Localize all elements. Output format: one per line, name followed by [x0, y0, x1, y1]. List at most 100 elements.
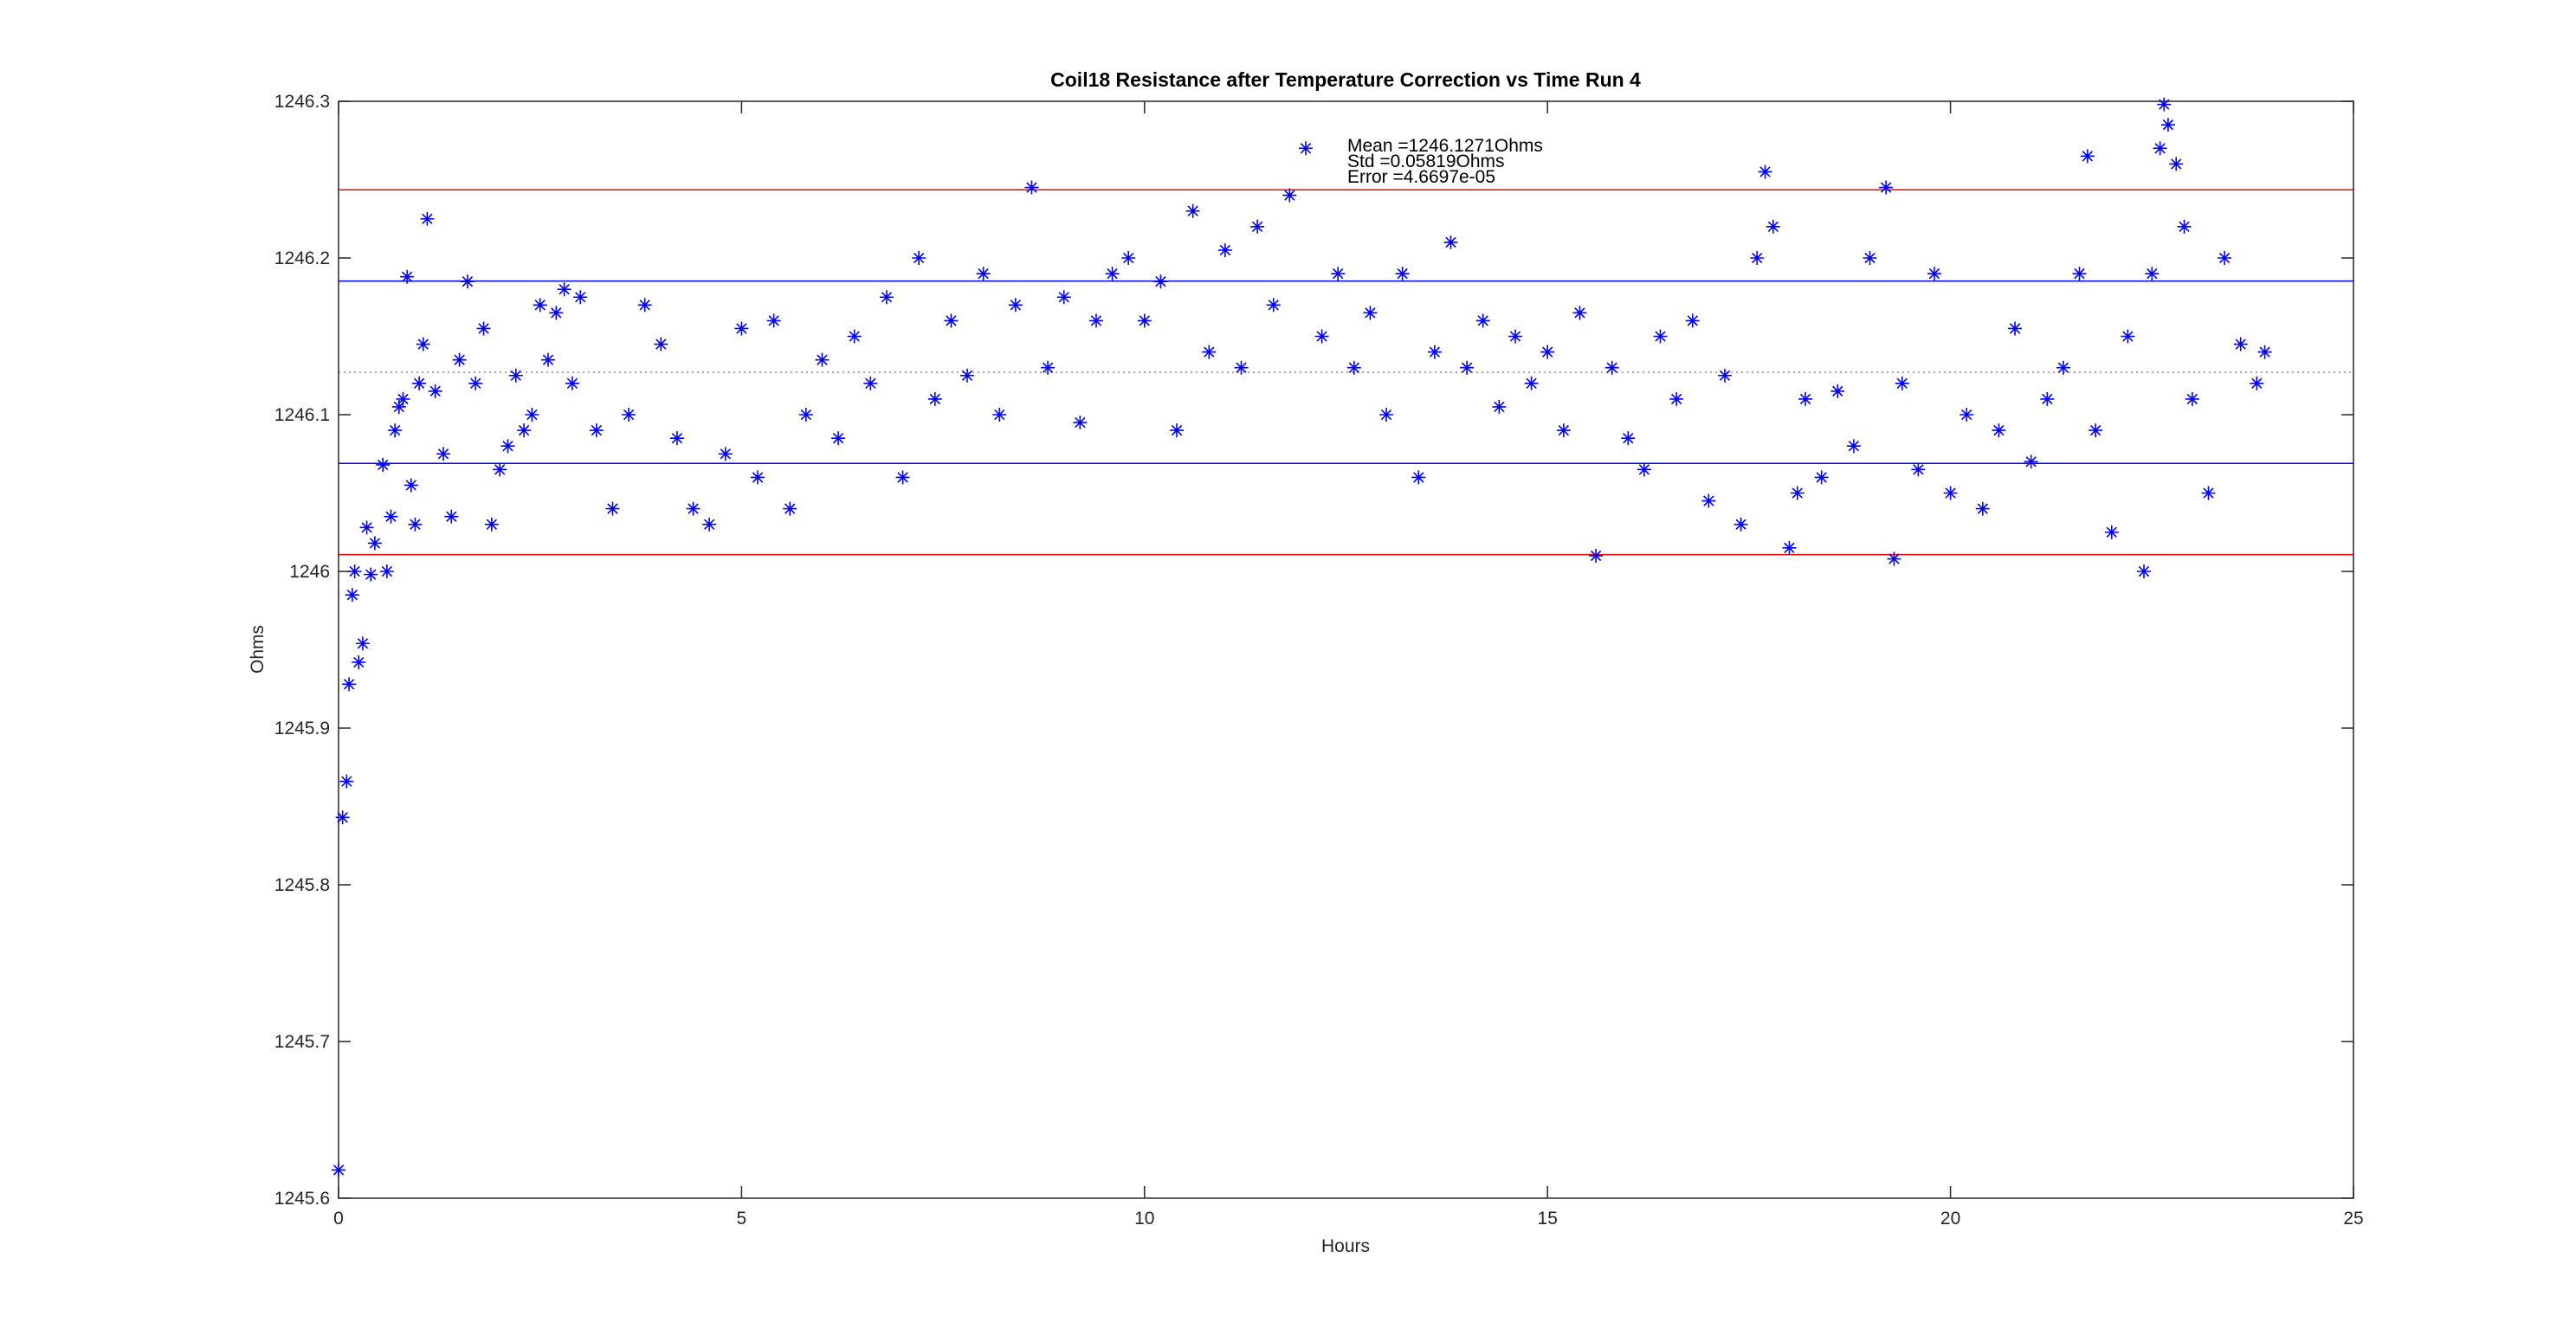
- data-point: [376, 457, 391, 472]
- data-point: [444, 509, 459, 524]
- data-point: [1556, 423, 1571, 438]
- data-point: [1782, 540, 1797, 555]
- data-point: [345, 588, 359, 603]
- data-point: [1814, 470, 1829, 485]
- data-point: [1685, 313, 1700, 328]
- data-point: [1508, 329, 1522, 344]
- data-point: [388, 423, 403, 438]
- y-tick-label: 1245.9: [274, 719, 330, 738]
- annotation: Mean =1246.1271Ohms: [1347, 136, 1543, 156]
- data-point: [2177, 219, 2192, 234]
- data-point: [1460, 360, 1475, 375]
- data-point: [1750, 251, 1765, 265]
- data-point: [2024, 455, 2038, 469]
- data-point: [1846, 439, 1861, 454]
- data-point: [408, 517, 423, 532]
- data-point: [1524, 376, 1539, 390]
- data-point: [847, 329, 862, 344]
- data-point: [1992, 423, 2006, 438]
- data-point: [2104, 525, 2119, 539]
- data-point: [1975, 501, 1990, 516]
- data-point: [1395, 267, 1410, 281]
- data-point: [476, 321, 491, 336]
- data-point: [2185, 391, 2199, 406]
- data-point: [702, 517, 717, 532]
- data-point: [1830, 384, 1845, 398]
- x-tick-label: 15: [1538, 1209, 1558, 1229]
- data-point: [2145, 267, 2160, 281]
- data-point: [2056, 360, 2070, 375]
- data-point: [976, 267, 991, 281]
- data-point: [364, 567, 378, 582]
- data-point: [379, 564, 394, 578]
- data-point: [404, 478, 418, 493]
- data-point: [1863, 251, 1877, 265]
- data-point: [2080, 149, 2095, 164]
- data-point: [468, 376, 483, 390]
- data-point: [416, 337, 430, 351]
- data-point: [1895, 376, 1909, 390]
- data-point: [1790, 486, 1804, 500]
- data-point: [1604, 360, 1619, 375]
- data-point: [1266, 298, 1281, 313]
- y-tick-label: 1245.7: [274, 1032, 330, 1052]
- data-point: [1282, 188, 1297, 203]
- data-point: [1250, 219, 1265, 234]
- data-point: [1701, 493, 1716, 508]
- data-point: [367, 536, 382, 551]
- data-point: [879, 290, 894, 305]
- data-point: [2072, 267, 2087, 281]
- data-point: [637, 298, 652, 313]
- y-tick-label: 1245.8: [274, 875, 330, 895]
- data-point: [508, 368, 523, 383]
- data-point: [1073, 416, 1088, 430]
- data-point: [1540, 345, 1555, 359]
- data-point: [1379, 408, 1394, 422]
- data-point: [927, 391, 942, 406]
- data-point: [1443, 235, 1458, 249]
- data-point: [2160, 118, 2175, 132]
- data-point: [1137, 313, 1152, 328]
- y-tick-label: 1246.3: [274, 92, 330, 112]
- data-point: [573, 290, 588, 305]
- data-point: [815, 352, 830, 367]
- data-point: [2153, 141, 2167, 156]
- data-point: [347, 564, 362, 578]
- data-point: [1363, 306, 1378, 320]
- data-point: [1411, 470, 1426, 485]
- data-point: [734, 321, 749, 336]
- data-point: [1492, 399, 1507, 414]
- y-tick-label: 1246.2: [274, 248, 330, 268]
- data-point: [352, 655, 366, 669]
- data-point: [525, 408, 539, 422]
- data-point: [798, 408, 813, 422]
- data-point: [944, 313, 959, 328]
- data-point: [342, 677, 357, 692]
- data-point: [2040, 391, 2055, 406]
- data-point: [2201, 486, 2216, 500]
- data-point: [2089, 423, 2103, 438]
- data-point: [1887, 551, 1901, 566]
- data-point: [1943, 486, 1958, 500]
- data-point: [1121, 251, 1136, 265]
- data-point: [493, 462, 507, 477]
- data-point: [2257, 345, 2272, 359]
- x-tick-label: 5: [737, 1209, 747, 1229]
- data-point: [1766, 219, 1780, 234]
- chart-title: Coil18 Resistance after Temperature Corr…: [1050, 68, 1641, 91]
- data-point: [1653, 329, 1668, 344]
- data-point: [452, 352, 467, 367]
- x-tick-label: 20: [1940, 1209, 1960, 1229]
- x-tick-label: 10: [1134, 1209, 1154, 1229]
- data-point: [895, 470, 910, 485]
- data-point: [1234, 360, 1249, 375]
- data-point: [1105, 267, 1120, 281]
- data-point: [557, 282, 571, 297]
- data-point: [1589, 548, 1604, 563]
- data-point: [1717, 368, 1732, 383]
- data-point: [605, 501, 620, 516]
- data-point: [1959, 408, 1974, 422]
